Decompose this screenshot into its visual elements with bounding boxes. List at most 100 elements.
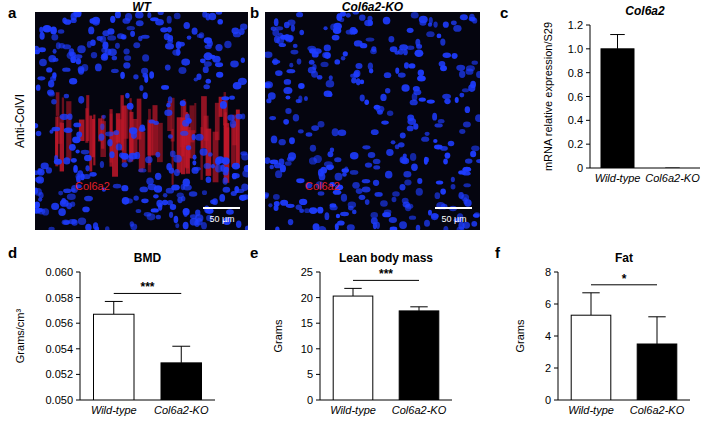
nucleus [381,120,389,124]
nucleus [290,50,298,55]
nucleus [428,22,432,26]
y-axis-label: Grams [272,319,284,353]
nucleus [163,193,168,198]
nucleus [453,25,461,32]
nucleus [169,167,174,173]
nucleus [444,99,450,105]
nucleus [460,14,468,20]
nucleus [371,129,379,135]
nucleus [229,96,235,100]
nucleus [459,70,465,77]
nucleus [340,212,349,216]
nucleus [203,84,210,89]
nucleus [424,220,430,227]
nucleus [291,25,295,32]
nucleus [322,52,330,58]
nucleus [38,197,42,201]
nucleus [39,27,43,33]
chart-title: Fat [615,251,633,265]
nucleus [350,152,359,159]
bar [571,315,611,400]
y-axis-label: Grams/cm³ [14,308,26,363]
nucleus [48,55,56,62]
nucleus [130,31,135,37]
x-tick-label: Col6a2-KO [630,404,685,416]
nucleus [463,183,470,187]
nucleus [318,169,324,177]
x-tick-label: Wild-type [91,404,137,416]
nucleus [324,161,333,167]
nucleus [102,30,109,36]
nucleus [242,170,248,178]
image-background [35,12,248,230]
nucleus [203,66,209,73]
nucleus [269,116,276,120]
nucleus [374,192,382,197]
nucleus [265,157,270,164]
nucleus [60,199,69,206]
nucleus [465,106,470,113]
stain [92,119,95,157]
significance-label: *** [379,267,393,281]
y-tick [76,348,80,349]
nucleus [146,178,153,185]
nucleus [195,134,203,141]
nucleus [465,158,473,163]
nucleus [371,212,378,218]
nucleus [341,194,347,202]
nucleus [219,194,225,202]
nucleus [133,42,140,48]
nucleus [344,166,348,172]
nucleus [78,96,84,104]
nucleus [88,27,94,35]
nucleus [268,203,272,207]
nucleus [215,165,222,173]
nucleus [47,90,54,96]
x-tick-label: Wild-type [568,404,614,416]
nucleus [416,44,422,49]
nucleus [280,200,288,206]
nucleus [337,220,345,225]
error-bar [419,307,420,311]
y-tick [586,72,590,73]
nucleus [140,124,145,131]
nucleus [451,177,455,183]
nucleus [130,221,134,227]
nucleus [354,70,361,77]
nucleus [402,198,409,204]
nucleus [234,186,239,193]
nucleus [298,83,305,89]
y-tick [316,348,320,349]
nucleus [129,153,138,160]
nucleus [431,213,439,220]
y-tick [76,374,80,375]
nucleus [368,63,373,70]
nucleus [355,63,362,69]
nucleus [312,51,319,57]
nucleus [121,185,128,191]
nucleus [289,137,295,144]
nucleus [404,179,411,185]
nucleus [434,123,442,127]
nucleus [417,75,426,81]
nucleus [270,160,278,165]
nucleus [458,170,466,174]
nucleus [456,65,465,71]
nucleus [230,120,236,128]
nucleus [239,28,245,35]
nucleus [463,197,467,204]
y-tick-label: 4 [545,330,551,342]
nucleus [63,188,71,193]
nucleus [377,109,383,114]
scale-bar [203,207,240,209]
nucleus [356,78,361,85]
chart-title: Lean body mass [339,251,433,265]
nucleus [324,212,329,220]
nucleus [40,32,45,40]
nucleus [298,129,304,133]
y-axis-label: Grams [514,319,526,353]
nucleus [149,71,154,79]
nucleus [81,150,90,155]
nucleus [181,196,186,201]
nucleus [326,80,335,88]
